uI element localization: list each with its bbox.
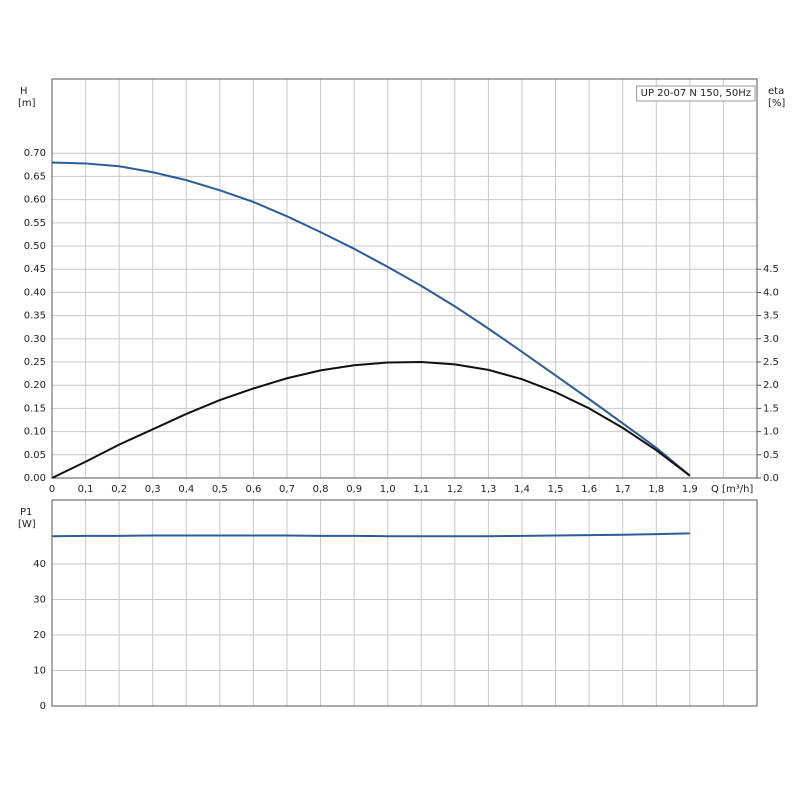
y2-axis-unit: [%]	[768, 98, 785, 109]
plot-frame	[51, 78, 758, 479]
y-axis-label: H	[20, 86, 28, 97]
curve	[51, 532, 690, 538]
x-tick-label: 0,5	[212, 484, 228, 495]
x-tick-label: 1,0	[380, 484, 396, 495]
y-tick-label: 0.50	[24, 241, 46, 252]
y2-axis-label: eta	[768, 86, 784, 97]
x-tick-label: 0,4	[178, 484, 194, 495]
y-tick-label: 0.70	[24, 148, 46, 159]
x-tick-label: 0,9	[346, 484, 362, 495]
y-tick-label: 10	[33, 665, 46, 676]
y-tick-label: 0.10	[24, 427, 46, 438]
y2-tick-label: 2.5	[763, 357, 779, 368]
x-tick-label: 1,3	[480, 484, 496, 495]
y2-tick-label: 0.5	[763, 450, 779, 461]
curve	[51, 161, 691, 477]
y-tick-label: 0.05	[24, 450, 46, 461]
x-tick-label: 1,4	[514, 484, 530, 495]
y-tick-label: 0.45	[24, 264, 46, 275]
x-tick-label: 1,6	[581, 484, 597, 495]
curve	[51, 361, 691, 479]
title-box	[636, 85, 756, 102]
y2-tick-label: 4.5	[763, 264, 779, 275]
y-tick-label: 0.25	[24, 357, 46, 368]
y-tick-label: 0.15	[24, 403, 46, 414]
y2-tick-label: 0.0	[763, 473, 779, 484]
y-tick-label: 0.65	[24, 171, 46, 182]
y-tick-label: 0.20	[24, 380, 46, 391]
y-tick-label: 40	[33, 559, 46, 570]
x-tick-label: 0,7	[279, 484, 295, 495]
y2-tick-label: 4.0	[763, 287, 779, 298]
x-tick-label: 1,9	[682, 484, 698, 495]
x-tick-label: 0,3	[145, 484, 161, 495]
y-tick-label: 0.30	[24, 334, 46, 345]
y-tick-label: 0.55	[24, 218, 46, 229]
y2-tick-label: 3.0	[763, 334, 779, 345]
y-axis-label: P1	[20, 507, 32, 518]
y-tick-label: 20	[33, 630, 46, 641]
y-axis-unit: [W]	[18, 519, 36, 530]
y2-tick-label: 3.5	[763, 311, 779, 322]
x-axis-label: Q [m³/h]	[711, 484, 753, 495]
x-tick-label: 1,1	[413, 484, 429, 495]
plot-frame	[51, 499, 758, 707]
x-tick-label: 0,8	[313, 484, 329, 495]
x-tick-label: 0,1	[78, 484, 94, 495]
y-tick-label: 0.00	[24, 473, 46, 484]
chart-title: UP 20-07 N 150, 50Hz	[641, 88, 751, 99]
y-axis-unit: [m]	[18, 98, 36, 109]
y2-tick-label: 2.0	[763, 380, 779, 391]
x-tick-label: 1,5	[548, 484, 564, 495]
x-tick-label: 0,2	[111, 484, 127, 495]
y-tick-label: 0	[40, 701, 46, 712]
y2-tick-label: 1.0	[763, 427, 779, 438]
y2-tick-label: 1.5	[763, 403, 779, 414]
x-tick-label: 1,2	[447, 484, 463, 495]
y-tick-label: 0.60	[24, 195, 46, 206]
x-tick-label: 1,7	[615, 484, 631, 495]
y-tick-label: 0.40	[24, 287, 46, 298]
x-tick-label: 0,6	[245, 484, 261, 495]
x-tick-label: 1,8	[648, 484, 664, 495]
y-tick-label: 0.35	[24, 311, 46, 322]
x-tick-label: 0	[49, 484, 55, 495]
y-tick-label: 30	[33, 594, 46, 605]
